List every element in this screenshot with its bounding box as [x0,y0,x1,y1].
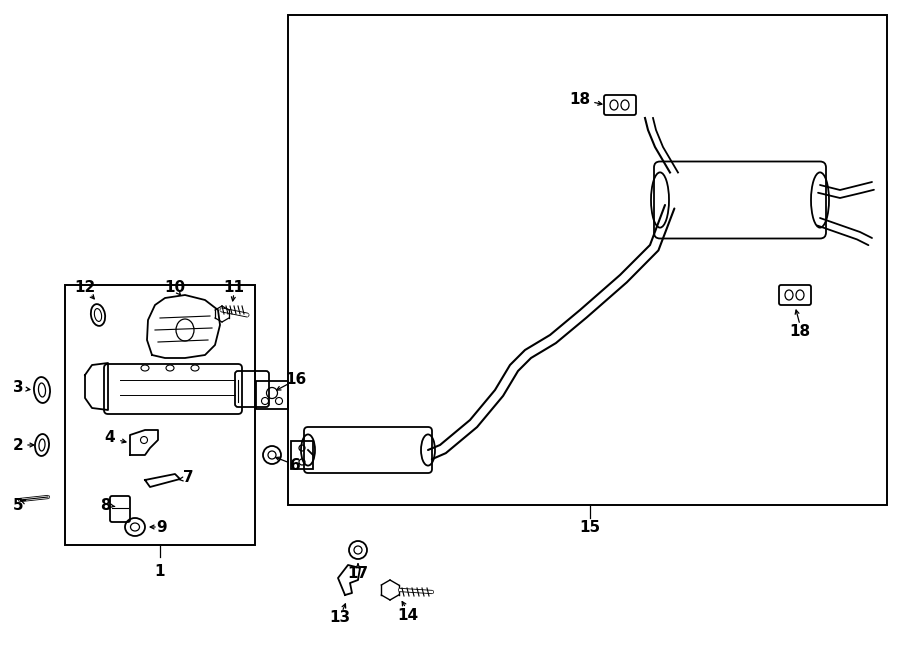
Bar [256,381,288,409]
Text: 3: 3 [13,381,23,395]
Text: 12: 12 [75,280,95,295]
Text: 18: 18 [789,325,811,340]
Text: 9: 9 [157,520,167,535]
Text: 8: 8 [100,498,111,512]
Text: 18: 18 [570,93,590,108]
Text: 17: 17 [347,566,369,580]
Text: 11: 11 [223,280,245,295]
Text: 16: 16 [285,373,307,387]
Bar [65,285,255,545]
Text: 6: 6 [290,457,301,473]
Text: 5: 5 [13,498,23,512]
Text: 1: 1 [155,564,166,580]
Bar [288,15,887,505]
Polygon shape [145,474,180,487]
Text: 2: 2 [13,438,23,453]
Bar [291,441,313,469]
Text: 7: 7 [183,471,194,485]
Text: 15: 15 [580,520,600,535]
Text: 10: 10 [165,280,185,295]
Text: 14: 14 [398,607,418,623]
Text: 4: 4 [104,430,115,444]
Text: 13: 13 [329,611,351,625]
